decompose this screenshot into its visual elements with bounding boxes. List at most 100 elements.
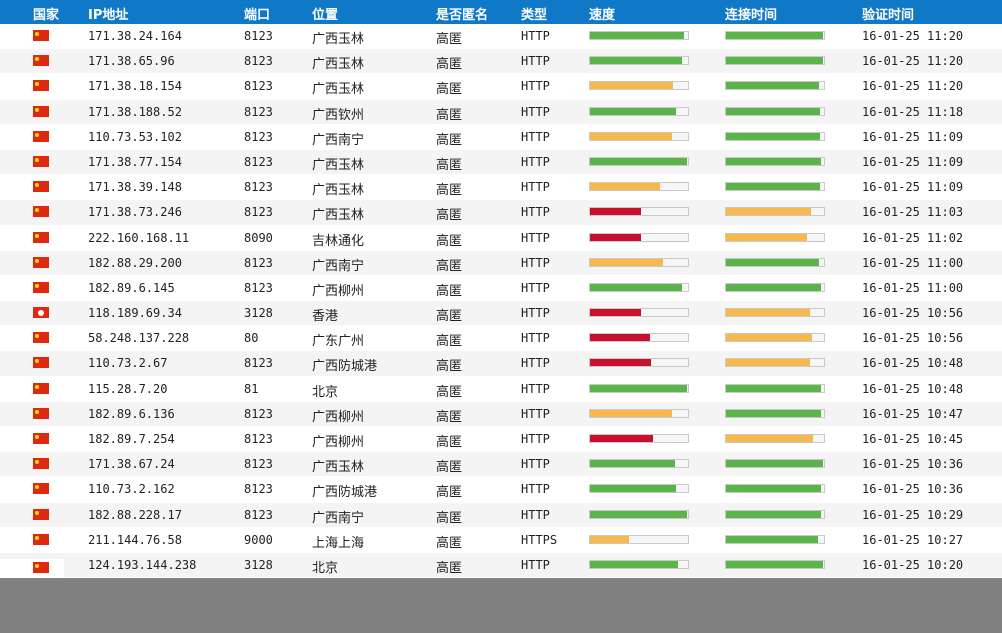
anonymity-cell: 高匿 <box>436 32 463 47</box>
speed-bar <box>589 434 689 443</box>
location-cell: 广西玉林 <box>312 32 365 47</box>
header-speed[interactable]: 速度 <box>589 8 616 23</box>
connect-time-bar-fill <box>726 283 822 291</box>
connect-time-bar-fill <box>726 384 822 392</box>
type-cell: HTTP <box>521 356 550 371</box>
connect-time-bar <box>725 534 825 544</box>
connect-time-bar-fill <box>726 258 820 266</box>
anonymity-cell: 高匿 <box>436 82 463 98</box>
ip-cell: 110.73.2.67 <box>88 356 168 371</box>
connect-time-bar <box>725 207 825 217</box>
verify-time-cell: 16-01-25 11:09 <box>862 129 964 144</box>
table-row[interactable]: 171.38.67.24 8123 广西玉林 高匿 HTTP 16-01-25 10:36 <box>0 452 1002 478</box>
speed-bar-fill <box>590 560 679 568</box>
connect-time-bar <box>725 383 825 393</box>
type-cell: HTTP <box>521 331 550 346</box>
anonymity-cell: 高匿 <box>436 57 463 73</box>
port-cell: 8123 <box>244 29 273 43</box>
port-cell: 8123 <box>244 280 273 295</box>
table-row[interactable]: 171.38.18.154 8123 广西玉林 高匿 HTTP 16-01-25 11:2… <box>0 74 1002 100</box>
type-cell: HTTP <box>521 180 550 195</box>
header-ip[interactable]: IP地址 <box>88 8 129 23</box>
port-cell: 8123 <box>244 104 273 119</box>
speed-bar-fill <box>590 409 673 417</box>
table-row[interactable]: 118.189.69.34 3128 香港 高匿 HTTP 16-01-25 10:56 <box>0 301 1002 327</box>
location-cell: 广西南宁 <box>312 258 365 274</box>
speed-bar-fill <box>590 32 685 39</box>
table-row[interactable]: 171.38.188.52 8123 广西钦州 高匿 HTTP 16-01-25 11:1… <box>0 99 1002 125</box>
speed-bar <box>589 459 689 469</box>
verify-time-cell: 16-01-25 10:56 <box>862 306 964 321</box>
table-row[interactable]: 182.89.6.136 8123 广西柳州 高匿 HTTP 16-01-25 10:47 <box>0 401 1002 427</box>
location-cell: 上海上海 <box>312 535 365 551</box>
header-port[interactable]: 端口 <box>244 8 271 23</box>
verify-time-cell: 16-01-25 11:09 <box>862 180 964 195</box>
anonymity-cell: 高匿 <box>436 208 463 224</box>
header-country[interactable]: 国家 <box>33 8 60 23</box>
connect-time-bar-fill <box>726 183 821 191</box>
speed-bar <box>589 282 689 292</box>
location-cell: 广西柳州 <box>312 435 365 450</box>
speed-bar-fill <box>590 82 674 90</box>
table-row[interactable]: 171.38.73.246 8123 广西玉林 高匿 HTTP 16-01-25 11:0… <box>0 200 1002 226</box>
anonymity-cell: 高匿 <box>436 309 463 325</box>
speed-bar-fill <box>590 384 688 392</box>
table-row[interactable]: 58.248.137.228 80 广东广州 高匿 HTTP 16-01-25 10:56 <box>0 326 1002 352</box>
connect-time-bar <box>725 308 825 318</box>
speed-bar <box>589 182 689 192</box>
speed-bar <box>589 559 689 569</box>
connect-time-bar <box>725 559 825 569</box>
location-cell: 广西南宁 <box>312 510 365 526</box>
header-verify-time[interactable]: 验证时间 <box>862 8 915 23</box>
type-cell: HTTP <box>521 129 550 144</box>
table-row[interactable]: 171.38.39.148 8123 广西玉林 高匿 HTTP 16-01-25 11:0… <box>0 175 1002 201</box>
table-row[interactable]: 171.38.24.164 8123 广西玉林 高匿 HTTP 16-01-25 11:2… <box>0 24 1002 50</box>
connect-time-bar-fill <box>726 309 811 317</box>
connect-time-bar-fill <box>726 359 811 367</box>
header-location[interactable]: 位置 <box>312 8 339 23</box>
header-type[interactable]: 类型 <box>521 8 548 23</box>
table-row[interactable]: 110.73.53.102 8123 广西南宁 高匿 HTTP 16-01-25 11:0… <box>0 124 1002 150</box>
connect-time-bar-fill <box>726 560 824 568</box>
connect-time-bar-fill <box>726 233 808 241</box>
type-cell: HTTP <box>521 255 550 270</box>
type-cell: HTTP <box>521 29 550 43</box>
table-row[interactable]: 171.38.65.96 8123 广西玉林 高匿 HTTP 16-01-25 11:20 <box>0 49 1002 75</box>
table-row[interactable]: 182.88.228.17 8123 广西南宁 高匿 HTTP 16-01-25 10:2… <box>0 502 1002 528</box>
connect-time-bar <box>725 434 825 443</box>
connect-time-bar-fill <box>726 485 822 493</box>
speed-bar-fill <box>590 258 663 266</box>
anonymity-cell: 高匿 <box>436 359 463 375</box>
location-cell: 广西玉林 <box>312 57 365 73</box>
table-row[interactable]: 110.73.2.162 8123 广西防城港 高匿 HTTP 16-01-25 10:3… <box>0 477 1002 503</box>
port-cell: 8123 <box>244 406 273 421</box>
port-cell: 81 <box>244 381 259 396</box>
table-row[interactable]: 115.28.7.20 81 北京 高匿 HTTP 16-01-25 10:48 <box>0 376 1002 402</box>
table-row[interactable]: 182.88.29.200 8123 广西南宁 高匿 HTTP 16-01-25 11:0… <box>0 250 1002 276</box>
table-row[interactable]: 182.89.7.254 8123 广西柳州 高匿 HTTP 16-01-25 10:45 <box>0 427 1002 453</box>
type-cell: HTTP <box>521 482 550 497</box>
anonymity-cell: 高匿 <box>436 132 463 148</box>
location-cell: 北京 <box>312 560 339 576</box>
ip-cell: 211.144.76.58 <box>88 532 182 547</box>
table-row[interactable]: 110.73.2.67 8123 广西防城港 高匿 HTTP 16-01-25 10:48 <box>0 351 1002 377</box>
header-anonymity[interactable]: 是否匿名 <box>436 8 489 23</box>
china-flag-icon <box>33 562 49 573</box>
table-row[interactable]: 124.193.144.238 3128 北京 高匿 HTTP 16-01-25 10:2… <box>0 552 1002 579</box>
speed-bar <box>589 81 689 91</box>
table-row[interactable]: 182.89.6.145 8123 广西柳州 高匿 HTTP 16-01-25 11:00 <box>0 275 1002 302</box>
table-row[interactable]: 222.160.168.11 8090 吉林通化 高匿 HTTP 16-01-25 11:… <box>0 225 1002 251</box>
connect-time-bar <box>725 257 825 267</box>
connect-time-bar <box>725 459 825 469</box>
table-row[interactable]: 171.38.77.154 8123 广西玉林 高匿 HTTP 16-01-25 11:0… <box>0 149 1002 176</box>
header-connect-time[interactable]: 连接时间 <box>725 8 778 23</box>
speed-bar <box>589 308 689 318</box>
port-cell: 8090 <box>244 230 273 245</box>
port-cell: 8123 <box>244 432 273 446</box>
connect-time-bar <box>725 232 825 242</box>
verify-time-cell: 16-01-25 10:20 <box>862 557 964 572</box>
connect-time-bar-fill <box>726 435 814 442</box>
table-row[interactable]: 211.144.76.58 9000 上海上海 高匿 HTTPS 16-01-25 10:… <box>0 527 1002 553</box>
anonymity-cell: 高匿 <box>436 384 463 400</box>
